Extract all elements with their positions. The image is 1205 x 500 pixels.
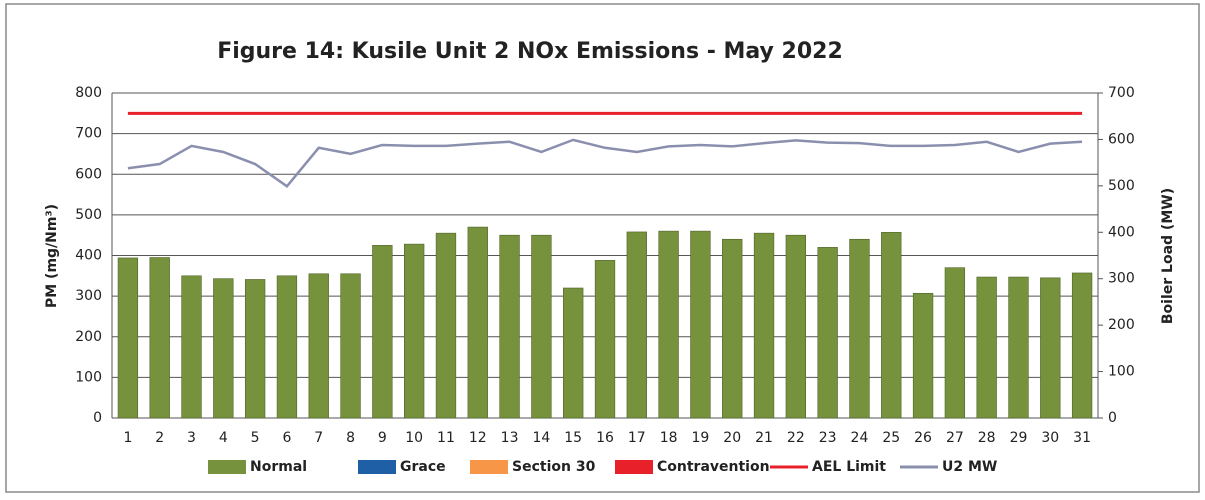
y-tick-label: 0 [93,410,102,426]
x-tick-label: 31 [1073,430,1091,446]
bar [785,234,806,419]
y2-tick-label: 400 [1108,224,1135,240]
bar [1040,277,1061,419]
chart-frame [5,3,1200,493]
x-tick-label: 1 [123,430,132,446]
x-tick-label: 19 [692,430,710,446]
x-tick-label: 8 [346,430,355,446]
bar [976,276,997,419]
bar [753,232,775,419]
x-tick-label: 3 [187,430,196,446]
legend-label: Section 30 [512,459,596,475]
bar [499,234,520,419]
bar [372,245,393,419]
bar [594,260,616,419]
x-tick-label: 15 [564,430,582,446]
y-tick-label: 600 [75,166,102,182]
y-axis-title: PM (mg/Nm³) [44,204,60,308]
x-tick-label: 26 [914,430,932,446]
legend-swatch [358,460,396,474]
legend-label: Contravention [657,459,770,475]
bar [117,257,139,419]
x-tick-label: 25 [882,430,900,446]
y2-axis-title: Boiler Load (MW) [1160,188,1176,324]
x-tick-label: 28 [978,430,996,446]
bar [435,232,457,419]
bar [944,267,966,419]
x-tick-label: 21 [755,430,773,446]
bar [849,238,870,419]
bar [1008,276,1029,419]
y-tick-label: 300 [75,288,102,304]
bar [213,278,234,419]
x-tick-label: 23 [819,430,837,446]
legend-label: Grace [400,459,446,475]
legend-swatch [208,460,246,474]
x-tick-label: 30 [1041,430,1059,446]
y2-tick-label: 600 [1108,131,1135,147]
x-tick-label: 24 [851,430,869,446]
y-tick-label: 200 [75,329,102,345]
x-tick-label: 27 [946,430,964,446]
legend-label: Normal [250,459,307,475]
y2-tick-label: 700 [1108,85,1135,101]
bar [181,275,202,419]
bar [1071,272,1093,419]
x-tick-label: 18 [660,430,678,446]
x-tick-label: 13 [501,430,519,446]
bar [404,243,425,419]
x-tick-label: 7 [314,430,323,446]
y-tick-label: 500 [75,207,102,223]
bar [626,231,647,419]
x-tick-label: 20 [723,430,741,446]
x-tick-label: 11 [437,430,455,446]
bar [244,279,266,419]
x-tick-label: 22 [787,430,805,446]
bar [149,257,170,419]
y2-tick-label: 500 [1108,178,1135,194]
legend-label: U2 MW [942,459,997,475]
bar [881,232,902,419]
bar [531,234,552,419]
x-tick-label: 6 [282,430,291,446]
x-tick-label: 17 [628,430,646,446]
bar [467,226,488,419]
chart-title: Figure 14: Kusile Unit 2 NOx Emissions -… [217,39,843,64]
legend-label: AEL Limit [812,459,886,475]
bar [658,230,679,419]
x-tick-label: 14 [532,430,550,446]
bar [817,247,838,419]
y2-tick-label: 0 [1108,410,1117,426]
x-tick-label: 12 [469,430,487,446]
y2-tick-label: 100 [1108,364,1135,380]
x-tick-label: 5 [251,430,260,446]
bar [340,273,361,419]
y-tick-label: 100 [75,369,102,385]
bar [912,292,934,419]
x-tick-label: 4 [219,430,228,446]
legend-swatch [470,460,508,474]
bar [563,287,584,419]
legend-swatch [615,460,653,474]
x-tick-label: 9 [378,430,387,446]
bar [722,238,743,419]
line-series [127,138,1083,189]
y2-tick-label: 200 [1108,317,1135,333]
x-tick-label: 10 [405,430,423,446]
y-tick-label: 800 [75,85,102,101]
y-tick-label: 400 [75,248,102,264]
x-tick-label: 2 [155,430,164,446]
bar [276,275,298,419]
x-tick-label: 29 [1010,430,1028,446]
bar [308,273,329,419]
y2-tick-label: 300 [1108,271,1135,287]
bar [690,230,711,419]
x-tick-label: 16 [596,430,614,446]
y-tick-label: 700 [75,126,102,142]
